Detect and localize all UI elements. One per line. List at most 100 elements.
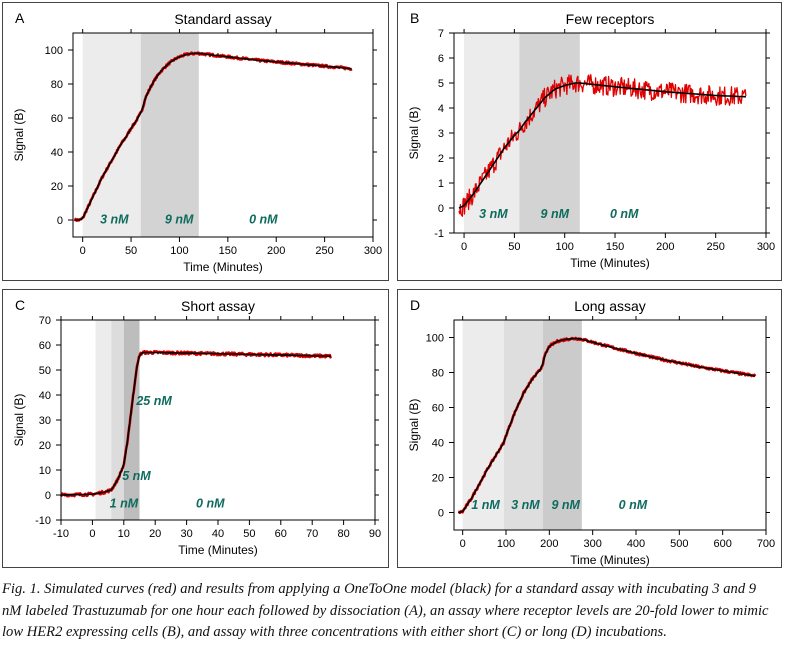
x-tick-label: 30	[180, 528, 192, 540]
phase-label-0: 3 nM	[479, 207, 508, 221]
chart-title: Few receptors	[566, 11, 655, 27]
phase-band-0	[95, 320, 112, 520]
x-tick-label: 0	[461, 241, 467, 253]
chart-b: 3 nM 9 nM 0 nM 0 50 100 150 200 250 300 -1 0 1 2 3 4 5 6 7…	[407, 10, 775, 270]
phase-band-1	[140, 33, 199, 237]
y-tick-label: 20	[432, 473, 444, 485]
x-tick-label: 200	[656, 241, 674, 253]
x-tick-label: 40	[212, 528, 224, 540]
x-tick-label: 200	[540, 538, 558, 550]
y-tick-label: 5	[438, 78, 444, 90]
x-tick-label: 0	[89, 528, 95, 540]
x-tick-label: 80	[337, 528, 349, 540]
x-tick-label: 100	[170, 245, 188, 257]
y-tick-label: -1	[434, 228, 444, 240]
x-tick-label: 20	[149, 528, 161, 540]
phase-band-0	[82, 33, 141, 237]
phase-label-1: 5 nM	[122, 469, 151, 483]
series-model	[458, 82, 746, 209]
x-tick-label: 300	[364, 245, 382, 257]
y-tick-label: -10	[35, 515, 51, 527]
phase-label-3: 0 nM	[619, 498, 648, 512]
y-tick-label: 70	[39, 315, 51, 327]
y-tick-label: 80	[51, 79, 63, 91]
series-model	[61, 351, 332, 496]
series-simulated	[458, 74, 747, 217]
phase-label-2: 0 nM	[249, 212, 278, 226]
y-tick-label: 60	[51, 113, 63, 125]
plot-frame	[72, 32, 374, 238]
y-tick-label: 40	[51, 147, 63, 159]
panel-letter: B	[410, 10, 419, 26]
y-tick-label: 50	[39, 365, 51, 377]
y-tick-label: 60	[39, 340, 51, 352]
x-tick-label: 50	[243, 528, 255, 540]
y-tick-label: 4	[438, 103, 444, 115]
y-tick-label: 40	[39, 390, 51, 402]
y-tick-label: 10	[39, 465, 51, 477]
x-tick-label: 250	[706, 241, 724, 253]
panel-d: 1 nM 3 nM 9 nM 0 nM 0 100 200 300 400 500 600 700 0 2…	[397, 289, 782, 568]
y-axis-label: Signal (B)	[407, 399, 421, 452]
panel-c: 1 nM 5 nM 25 nM 0 nM -10 0 10 20 30 40 50 60 70 80 90 -…	[2, 289, 389, 568]
y-tick-label: 1	[438, 178, 444, 190]
x-tick-label: 0	[80, 245, 86, 257]
y-tick-label: 7	[438, 28, 444, 40]
phase-label-3: 0 nM	[196, 497, 225, 511]
y-axis-label: Signal (B)	[12, 109, 26, 162]
x-tick-label: 600	[713, 538, 731, 550]
y-tick-label: 0	[45, 490, 51, 502]
x-tick-label: 90	[369, 528, 381, 540]
x-axis-label: Time (Minutes)	[178, 543, 258, 557]
x-tick-label: 300	[583, 538, 601, 550]
chart-title: Standard assay	[174, 11, 271, 27]
phase-band-2	[542, 320, 582, 530]
chart-d: 1 nM 3 nM 9 nM 0 nM 0 100 200 300 400 500 600 700 0 2…	[407, 297, 775, 567]
y-axis-label: Signal (B)	[12, 394, 26, 447]
y-tick-label: 20	[39, 440, 51, 452]
phase-band-0	[462, 320, 504, 530]
y-tick-label: 0	[57, 215, 63, 227]
y-tick-label: 80	[432, 368, 444, 380]
caption-line-1: Fig. 1. Simulated curves (red) and resul…	[2, 581, 757, 597]
chart-title: Long assay	[574, 298, 646, 314]
chart-title: Short assay	[181, 298, 255, 314]
x-tick-label: 150	[606, 241, 624, 253]
phase-label-0: 1 nM	[110, 497, 139, 511]
y-tick-label: 20	[51, 181, 63, 193]
phase-label-2: 0 nM	[610, 207, 639, 221]
plot-frame	[453, 319, 767, 531]
chart-c: 1 nM 5 nM 25 nM 0 nM -10 0 10 20 30 40 50 60 70 80 90 -…	[12, 297, 381, 557]
phase-label-1: 3 nM	[511, 498, 540, 512]
panel-a: 3 nM 9 nM 0 nM 0 50 100 150 200 250 300 0 20 40 60 80 1…	[2, 2, 389, 281]
phase-label-1: 9 nM	[541, 207, 570, 221]
panel-letter: C	[15, 297, 25, 313]
x-axis-label: Time (Minutes)	[183, 260, 263, 274]
y-tick-label: 60	[432, 403, 444, 415]
figure-caption: Fig. 1. Simulated curves (red) and resul…	[2, 579, 795, 644]
x-axis-label: Time (Minutes)	[570, 553, 650, 567]
x-tick-label: 100	[497, 538, 515, 550]
caption-line-2: nM labeled Trastuzumab for one hour each…	[2, 602, 769, 619]
panel-letter: D	[410, 297, 420, 313]
y-tick-label: 2	[438, 153, 444, 165]
x-tick-label: 0	[460, 538, 466, 550]
y-tick-label: 40	[432, 438, 444, 450]
caption-line-3: low HER2 expressing cells (B), and assay…	[2, 624, 667, 640]
y-tick-label: 3	[438, 128, 444, 140]
x-axis-label: Time (Minutes)	[570, 256, 650, 270]
y-tick-label: 100	[426, 333, 444, 345]
phase-label-2: 9 nM	[552, 498, 581, 512]
x-tick-label: 150	[219, 245, 237, 257]
x-tick-label: 500	[670, 538, 688, 550]
x-tick-label: 300	[757, 241, 775, 253]
phase-label-1: 9 nM	[165, 212, 194, 226]
y-tick-label: 100	[45, 45, 63, 57]
y-tick-label: 6	[438, 53, 444, 65]
x-tick-label: 700	[757, 538, 775, 550]
chart-a: 3 nM 9 nM 0 nM 0 50 100 150 200 250 300 0 20 40 60 80 1…	[12, 10, 382, 274]
x-tick-label: 70	[306, 528, 318, 540]
phase-band-1	[519, 33, 580, 233]
panel-letter: A	[15, 10, 25, 26]
phase-band-2	[123, 320, 140, 520]
